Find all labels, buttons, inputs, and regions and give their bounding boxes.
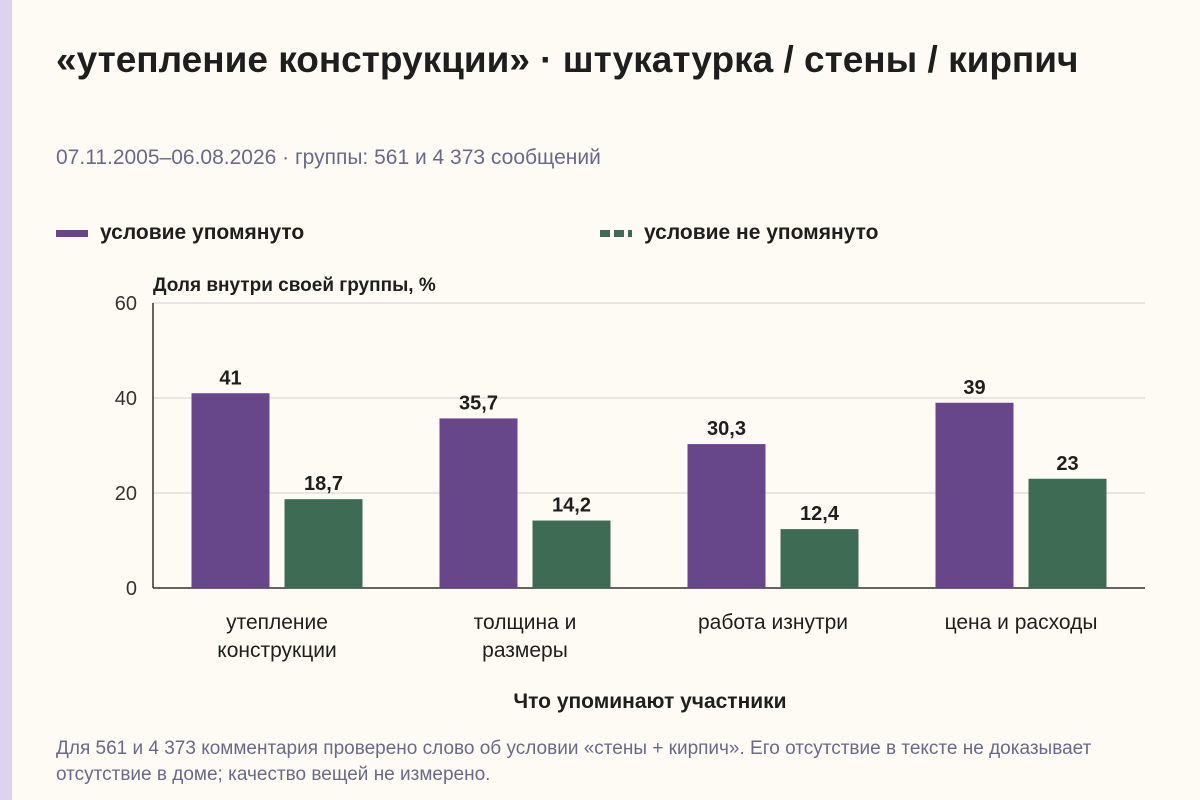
bar-not-mentioned — [284, 499, 363, 588]
legend-item-not-mentioned: условие не упомянуто — [600, 220, 878, 246]
y-tick-label: 0 — [126, 578, 137, 600]
legend-label-not-mentioned: условие не упомянуто — [644, 221, 879, 244]
y-tick-label: 60 — [115, 293, 137, 315]
bar-mentioned — [191, 393, 270, 588]
data-label: 41 — [219, 367, 241, 389]
legend-swatch-not-mentioned — [600, 229, 632, 237]
data-label: 39 — [963, 377, 985, 399]
x-tick-label: конструкции — [217, 639, 336, 662]
legend-item-mentioned: условие упомянуто — [56, 220, 304, 246]
bar-mentioned — [935, 402, 1014, 588]
x-tick-label: размеры — [482, 639, 568, 662]
bar-mentioned — [687, 444, 766, 588]
x-tick-label: работа изнутри — [698, 611, 848, 634]
page-subtitle: 07.11.2005–06.08.2026 · группы: 561 и 4 … — [56, 146, 601, 169]
y-axis-label: Доля внутри своей группы, % — [153, 275, 436, 296]
data-label: 23 — [1056, 453, 1078, 475]
bar-not-mentioned — [532, 520, 611, 588]
bar-not-mentioned — [780, 529, 859, 588]
y-tick-label: 20 — [115, 483, 137, 505]
bar-not-mentioned — [1028, 478, 1107, 588]
data-label: 35,7 — [459, 392, 498, 414]
data-label: 30,3 — [707, 418, 746, 440]
x-tick-label: толщина и — [474, 611, 577, 634]
data-label: 18,7 — [304, 473, 343, 495]
data-label: 14,2 — [552, 495, 591, 517]
x-tick-label: утепление — [226, 611, 328, 634]
bar-mentioned — [439, 418, 518, 588]
left-accent-strip — [0, 0, 12, 800]
data-label: 12,4 — [800, 503, 840, 525]
x-tick-label: цена и расходы — [945, 611, 1098, 634]
footnote: Для 561 и 4 373 комментария проверено сл… — [56, 738, 1092, 785]
page-title: «утепление конструкции» · штукатурка / с… — [56, 39, 1079, 80]
y-tick-label: 40 — [115, 388, 137, 410]
x-axis-label: Что упоминают участники — [513, 690, 786, 713]
legend-label-mentioned: условие упомянуто — [100, 221, 305, 244]
legend-swatch-mentioned — [56, 229, 88, 237]
